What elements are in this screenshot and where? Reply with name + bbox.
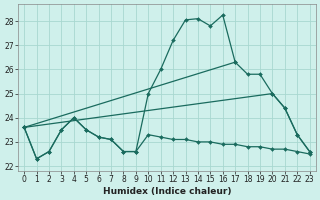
X-axis label: Humidex (Indice chaleur): Humidex (Indice chaleur) bbox=[103, 187, 231, 196]
